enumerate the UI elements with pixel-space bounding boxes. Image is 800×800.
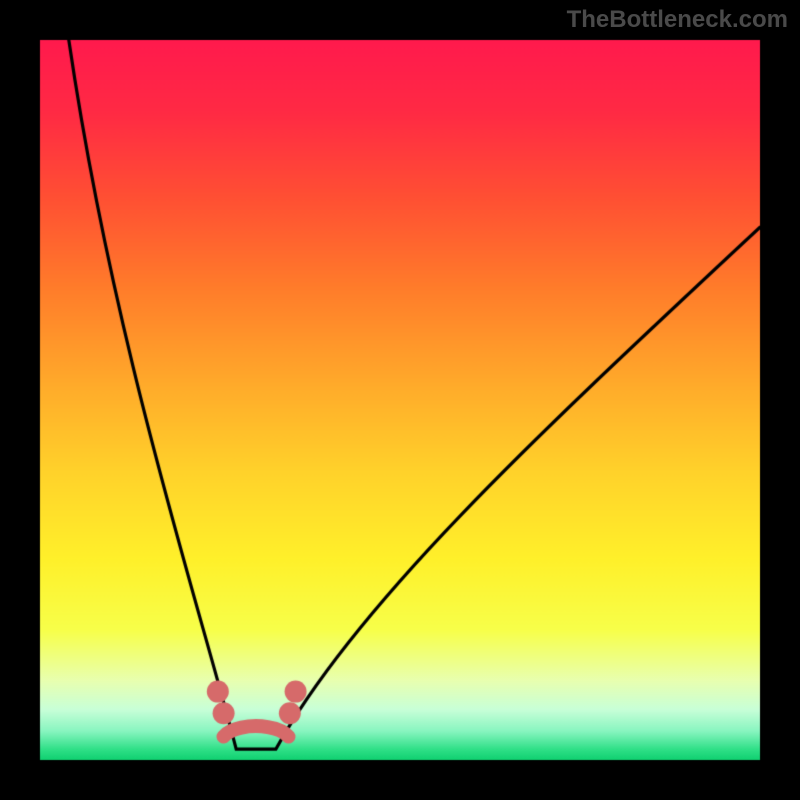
bottleneck-curve-chart — [0, 0, 800, 800]
watermark-text: TheBottleneck.com — [567, 6, 788, 34]
